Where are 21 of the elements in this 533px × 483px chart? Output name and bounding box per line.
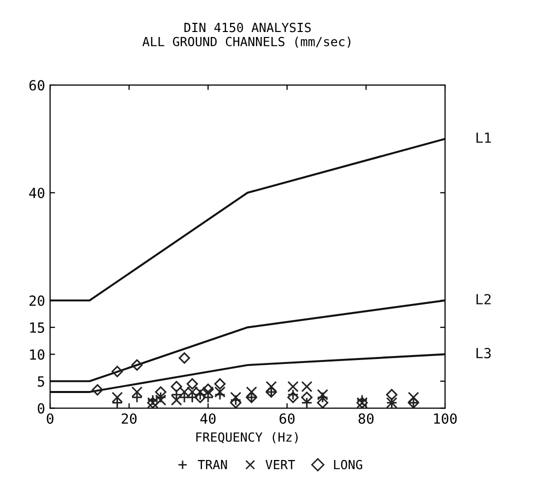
text: L3 [476,348,491,358]
legend-label: VERT [266,460,296,470]
x-tick-label: 100 [434,413,457,424]
y-tick-label: 10 [30,349,44,360]
x-tick-label: 60 [280,413,295,424]
legend-label: LONG [334,460,362,470]
y-tick-label: 20 [30,295,44,306]
x-tick-label: 40 [200,413,216,424]
x-tick-label: 20 [122,413,137,424]
x-axis-title: FREQUENCY (Hz) [196,432,298,444]
x-tick-label: 0 [46,413,54,424]
x-tick-label: 80 [358,413,374,424]
text: L1 [476,132,491,143]
y-tick-label: 40 [29,188,44,198]
chart-title: DIN 4150 ANALYSIS ALL GROUND CHANNELS (mm/sec) [142,22,350,48]
y-tick-label: 0 [38,403,44,414]
y-tick-label: 15 [30,322,44,333]
legend-label: TRAN [198,460,227,470]
text: L2 [476,294,491,304]
y-tick-label: 60 [29,80,44,91]
y-tick-label: 5 [38,376,44,387]
